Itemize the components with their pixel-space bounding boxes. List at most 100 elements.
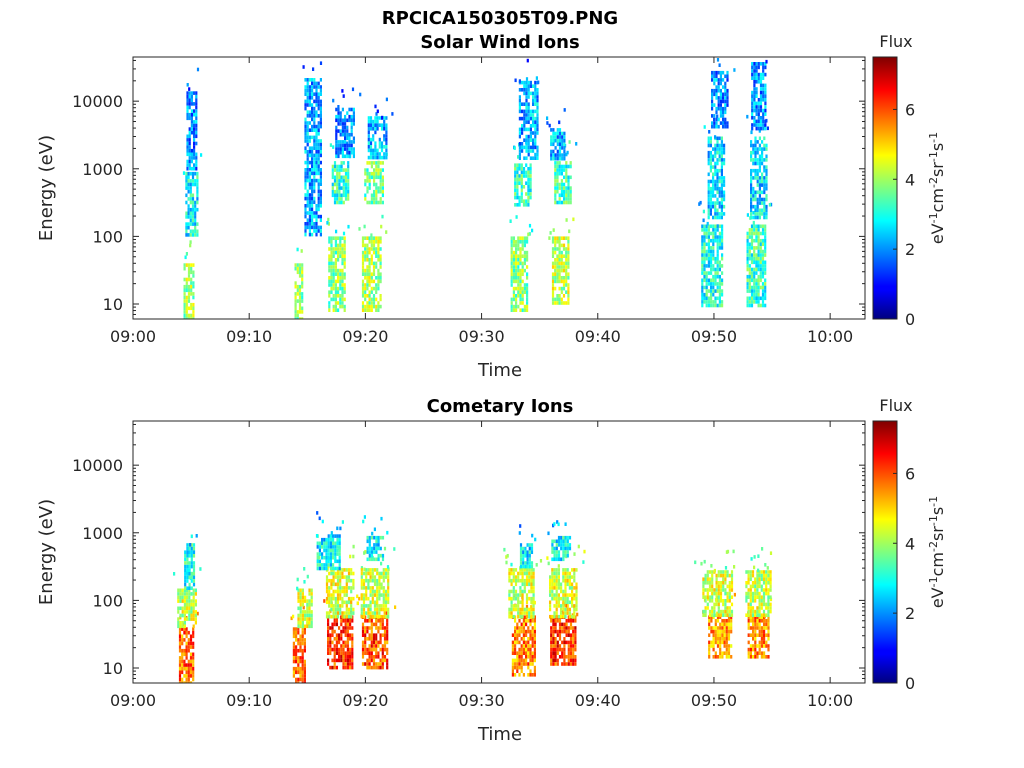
heatmap-cell — [190, 263, 193, 267]
heatmap-cell — [375, 189, 378, 194]
heatmap-cell — [750, 150, 753, 155]
heatmap-cell — [339, 586, 342, 590]
heatmap-cell — [727, 619, 731, 623]
heatmap-cell — [753, 271, 756, 275]
heatmap-cell — [375, 286, 378, 291]
heatmap-cell — [563, 644, 566, 648]
heatmap-cell — [573, 611, 576, 615]
heatmap-cell — [319, 124, 322, 129]
heatmap-cell — [374, 141, 377, 145]
heatmap-cell — [525, 199, 528, 203]
heatmap-cell — [525, 662, 528, 666]
colorbar-tick-label: 4 — [905, 170, 915, 189]
heatmap-cell — [317, 153, 320, 158]
heatmap-cell — [379, 272, 382, 276]
heatmap-cell — [306, 204, 309, 208]
heatmap-cell — [304, 175, 307, 179]
heatmap-cell — [319, 85, 322, 89]
x-tick-label: 09:10 — [226, 327, 272, 346]
heatmap-cell — [313, 92, 316, 96]
heatmap-cell — [372, 265, 376, 269]
heatmap-cell — [371, 593, 374, 597]
heatmap-cell — [718, 235, 721, 239]
heatmap-cell — [514, 582, 518, 587]
heatmap-cell — [726, 74, 729, 79]
heatmap-cell — [746, 264, 749, 268]
heatmap-cell — [756, 179, 759, 184]
heatmap-cell — [707, 303, 710, 308]
heatmap-cell — [710, 246, 713, 250]
heatmap-cell — [759, 303, 762, 308]
heatmap-cell — [708, 626, 711, 630]
heatmap-cell — [364, 647, 367, 652]
heatmap-cell — [764, 83, 767, 88]
heatmap-cell — [765, 626, 768, 630]
heatmap-cell — [750, 285, 754, 290]
heatmap-cell — [330, 582, 333, 587]
heatmap-cell — [185, 645, 188, 649]
heatmap-cell — [330, 236, 333, 240]
heatmap-cell — [308, 232, 311, 237]
heatmap-cell — [551, 589, 554, 594]
heatmap-cell — [191, 200, 195, 205]
heatmap-cell — [749, 633, 752, 637]
heatmap-cell — [344, 171, 348, 176]
heatmap-cell — [760, 629, 763, 634]
heatmap-cell — [727, 647, 731, 652]
heatmap-cell — [387, 571, 390, 576]
heatmap-cell — [346, 640, 349, 645]
heatmap-cell — [301, 317, 304, 319]
heatmap-cell — [562, 600, 565, 605]
heatmap-cell — [332, 607, 335, 612]
heatmap-cell — [703, 253, 706, 257]
heatmap-cell — [192, 652, 195, 657]
heatmap-cell — [528, 564, 531, 569]
heatmap-cell — [192, 670, 195, 675]
heatmap-cell — [344, 147, 347, 151]
heatmap-cell — [368, 644, 371, 648]
heatmap-cell — [332, 614, 335, 619]
heatmap-cell — [700, 561, 703, 566]
heatmap-cell — [754, 626, 757, 630]
heatmap-cell — [705, 300, 708, 304]
heatmap-cell — [764, 289, 767, 293]
heatmap-cell — [717, 88, 720, 93]
heatmap-cell — [190, 561, 193, 565]
heatmap-cell — [527, 195, 530, 200]
heatmap-cell — [724, 74, 727, 79]
heatmap-cell — [761, 303, 765, 308]
heatmap-cell — [547, 561, 550, 566]
heatmap-cell — [554, 637, 557, 641]
heatmap-cell — [719, 651, 722, 655]
heatmap-cell — [343, 247, 346, 251]
heatmap-cell — [375, 651, 378, 655]
heatmap-cell — [192, 610, 195, 614]
heatmap-cell — [383, 640, 387, 645]
heatmap-cell — [190, 606, 193, 611]
heatmap-cell — [331, 626, 334, 630]
heatmap-cell — [725, 640, 728, 645]
heatmap-cell — [718, 179, 721, 184]
heatmap-cell — [514, 640, 517, 645]
heatmap-cell — [332, 272, 335, 276]
heatmap-cell — [724, 577, 727, 581]
heatmap-cell — [712, 629, 715, 634]
heatmap-cell — [552, 633, 555, 637]
heatmap-cell — [534, 91, 537, 96]
heatmap-cell — [713, 117, 716, 122]
heatmap-cell — [191, 171, 195, 176]
heatmap-cell — [702, 588, 705, 592]
heatmap-cell — [187, 641, 190, 646]
heatmap-cell — [337, 107, 340, 112]
heatmap-cell — [183, 648, 186, 653]
heatmap-cell — [383, 611, 386, 615]
heatmap-cell — [555, 557, 558, 562]
heatmap-cell — [339, 129, 342, 133]
heatmap-cell — [185, 233, 188, 237]
heatmap-cell — [295, 659, 298, 664]
heatmap-cell — [190, 94, 193, 99]
heatmap-cell — [566, 535, 569, 540]
heatmap-cell — [764, 123, 767, 127]
heatmap-cell — [327, 619, 330, 623]
heatmap-cell — [517, 276, 520, 280]
